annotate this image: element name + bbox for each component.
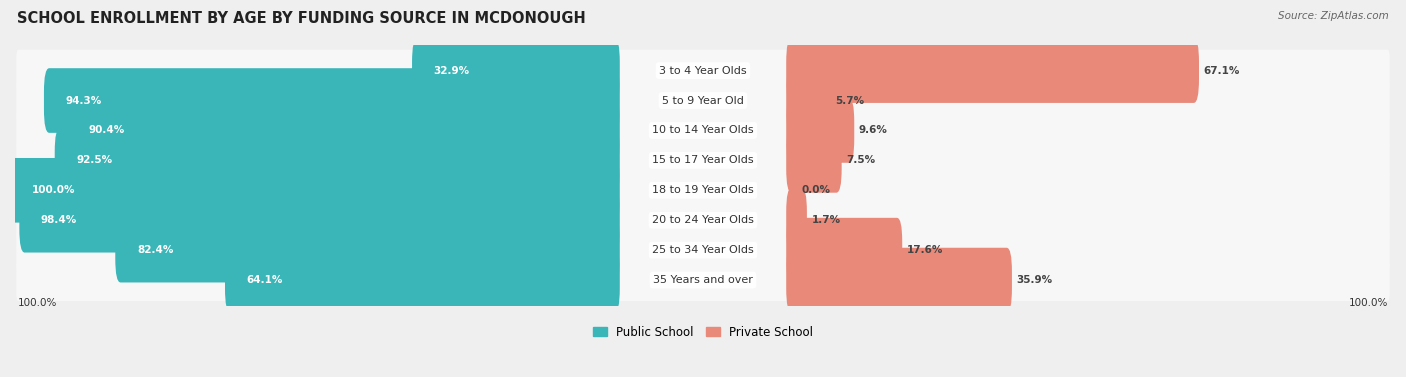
FancyBboxPatch shape <box>17 50 1389 92</box>
FancyBboxPatch shape <box>67 98 620 163</box>
Text: 3 to 4 Year Olds: 3 to 4 Year Olds <box>659 66 747 76</box>
FancyBboxPatch shape <box>17 259 1389 301</box>
Text: 17.6%: 17.6% <box>907 245 943 255</box>
FancyBboxPatch shape <box>412 38 620 103</box>
Text: 92.5%: 92.5% <box>76 155 112 166</box>
FancyBboxPatch shape <box>17 80 1389 121</box>
FancyBboxPatch shape <box>17 229 1389 271</box>
FancyBboxPatch shape <box>786 218 903 282</box>
Text: 5.7%: 5.7% <box>835 95 865 106</box>
FancyBboxPatch shape <box>786 38 1199 103</box>
Text: 35.9%: 35.9% <box>1017 275 1053 285</box>
Text: 1.7%: 1.7% <box>811 215 841 225</box>
Text: 64.1%: 64.1% <box>246 275 283 285</box>
Text: 25 to 34 Year Olds: 25 to 34 Year Olds <box>652 245 754 255</box>
FancyBboxPatch shape <box>786 248 1012 313</box>
Text: 0.0%: 0.0% <box>801 185 831 195</box>
FancyBboxPatch shape <box>17 169 1389 211</box>
FancyBboxPatch shape <box>55 128 620 193</box>
Text: 82.4%: 82.4% <box>136 245 173 255</box>
Text: 35 Years and over: 35 Years and over <box>652 275 754 285</box>
Text: 67.1%: 67.1% <box>1204 66 1240 76</box>
Text: 9.6%: 9.6% <box>859 126 887 135</box>
Text: 100.0%: 100.0% <box>31 185 75 195</box>
Text: 5 to 9 Year Old: 5 to 9 Year Old <box>662 95 744 106</box>
Text: 100.0%: 100.0% <box>1348 297 1388 308</box>
FancyBboxPatch shape <box>17 139 1389 181</box>
Text: 20 to 24 Year Olds: 20 to 24 Year Olds <box>652 215 754 225</box>
Text: 94.3%: 94.3% <box>66 95 101 106</box>
FancyBboxPatch shape <box>786 68 831 133</box>
FancyBboxPatch shape <box>44 68 620 133</box>
FancyBboxPatch shape <box>20 188 620 253</box>
Text: Source: ZipAtlas.com: Source: ZipAtlas.com <box>1278 11 1389 21</box>
FancyBboxPatch shape <box>225 248 620 313</box>
FancyBboxPatch shape <box>17 109 1389 152</box>
Text: 10 to 14 Year Olds: 10 to 14 Year Olds <box>652 126 754 135</box>
Text: 98.4%: 98.4% <box>41 215 77 225</box>
Text: 18 to 19 Year Olds: 18 to 19 Year Olds <box>652 185 754 195</box>
Text: 15 to 17 Year Olds: 15 to 17 Year Olds <box>652 155 754 166</box>
FancyBboxPatch shape <box>786 128 842 193</box>
Text: 32.9%: 32.9% <box>433 66 470 76</box>
Text: 100.0%: 100.0% <box>18 297 58 308</box>
Text: SCHOOL ENROLLMENT BY AGE BY FUNDING SOURCE IN MCDONOUGH: SCHOOL ENROLLMENT BY AGE BY FUNDING SOUR… <box>17 11 586 26</box>
Text: 7.5%: 7.5% <box>846 155 876 166</box>
FancyBboxPatch shape <box>786 188 807 253</box>
Text: 90.4%: 90.4% <box>89 126 125 135</box>
FancyBboxPatch shape <box>17 199 1389 241</box>
FancyBboxPatch shape <box>786 98 855 163</box>
Legend: Public School, Private School: Public School, Private School <box>593 326 813 339</box>
FancyBboxPatch shape <box>115 218 620 282</box>
FancyBboxPatch shape <box>10 158 620 222</box>
